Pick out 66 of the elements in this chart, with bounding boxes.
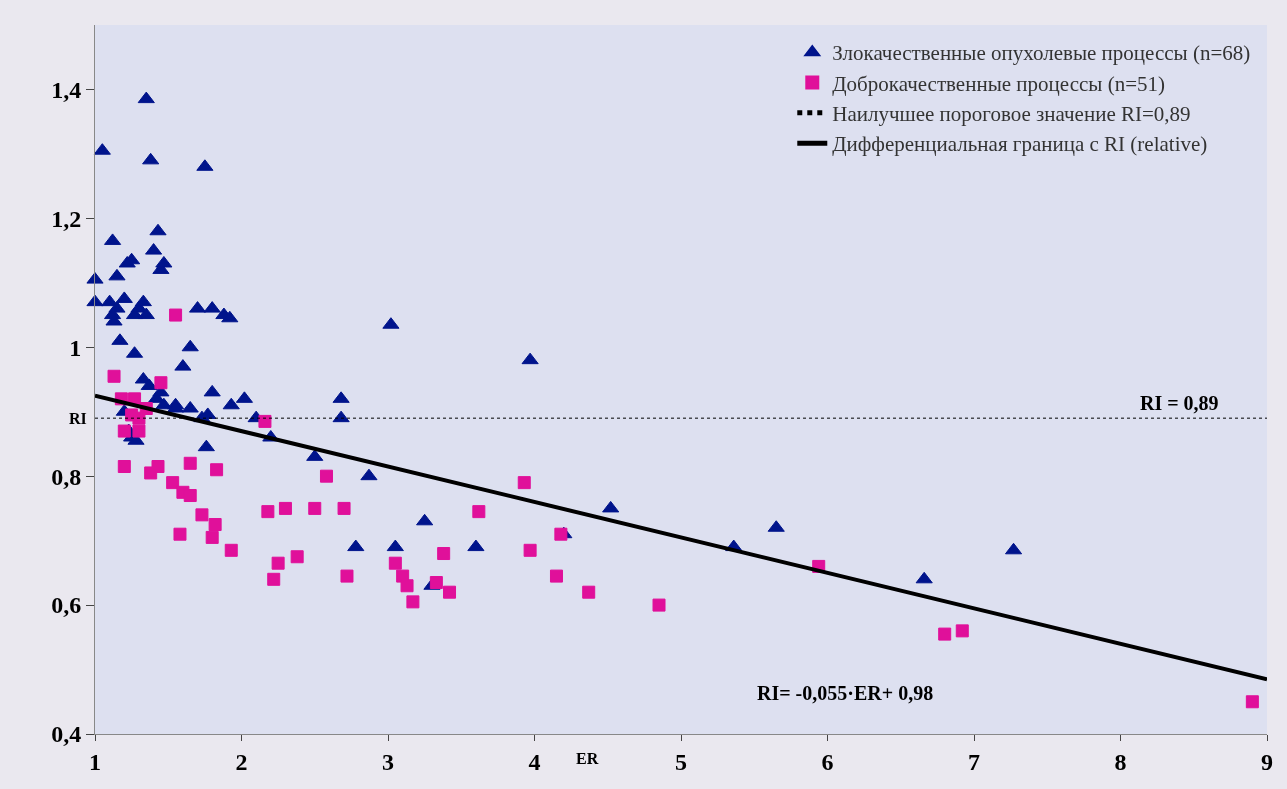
x-tick-label: 5 (675, 748, 687, 775)
y-axis-title: RI (69, 410, 87, 427)
point (308, 501, 322, 515)
x-tick-label: 4 (528, 748, 541, 775)
point (388, 556, 402, 570)
x-tick-label: 1 (89, 748, 101, 775)
legend-label: Дифференциальная граница с RI (relative) (832, 132, 1208, 157)
x-tick-label: 8 (1114, 748, 1127, 775)
point (337, 501, 351, 515)
point (400, 579, 414, 593)
point (955, 624, 969, 638)
point (208, 518, 222, 532)
point (472, 505, 486, 519)
x-tick-label: 6 (821, 748, 834, 775)
y-tick-label: 1,4 (51, 76, 82, 103)
point (151, 460, 165, 474)
point (437, 547, 451, 561)
point (406, 595, 420, 609)
point (1245, 695, 1259, 709)
legend-label: Доброкачественные процессы (n=51) (832, 71, 1165, 96)
point (183, 456, 197, 470)
x-tick-label: 9 (1261, 748, 1273, 775)
legend-label: Наилучшее пороговое значение RI=0,89 (832, 102, 1191, 127)
point (258, 414, 272, 428)
point (271, 556, 285, 570)
y-tick-label: 1 (69, 334, 82, 361)
point (107, 369, 121, 383)
point (267, 572, 281, 586)
point (183, 489, 197, 503)
x-tick-label: 2 (235, 748, 248, 775)
point (523, 543, 537, 557)
point (117, 424, 131, 438)
y-tick-label: 0,8 (51, 463, 82, 490)
point (582, 585, 596, 599)
point (517, 476, 531, 490)
legend-label: Злокачественные опухолевые процессы (n=68) (832, 41, 1251, 66)
y-tick-label: 0,6 (51, 592, 82, 619)
point (205, 530, 219, 544)
point (429, 576, 443, 590)
point (319, 469, 333, 483)
point (132, 424, 146, 438)
point (195, 508, 209, 522)
point (154, 376, 168, 390)
point (938, 627, 952, 641)
point (549, 569, 563, 583)
point (278, 501, 292, 515)
annotation: RI= -0,055·ER+ 0,98 (757, 682, 934, 704)
point (261, 505, 275, 519)
x-axis-title: ER (576, 750, 599, 767)
x-tick-label: 7 (968, 748, 980, 775)
point (117, 460, 131, 474)
point (224, 543, 238, 557)
point (125, 408, 139, 422)
x-tick-label: 3 (382, 748, 394, 775)
point (443, 585, 457, 599)
annotation: RI = 0,89 (1140, 392, 1219, 414)
point (290, 550, 304, 564)
point (173, 527, 187, 541)
point (169, 308, 183, 322)
point (652, 598, 666, 612)
y-tick-label: 0,4 (51, 721, 82, 748)
y-tick-label: 1,2 (51, 205, 82, 232)
point (166, 476, 180, 490)
point (210, 463, 224, 477)
point (340, 569, 354, 583)
point (554, 527, 568, 541)
